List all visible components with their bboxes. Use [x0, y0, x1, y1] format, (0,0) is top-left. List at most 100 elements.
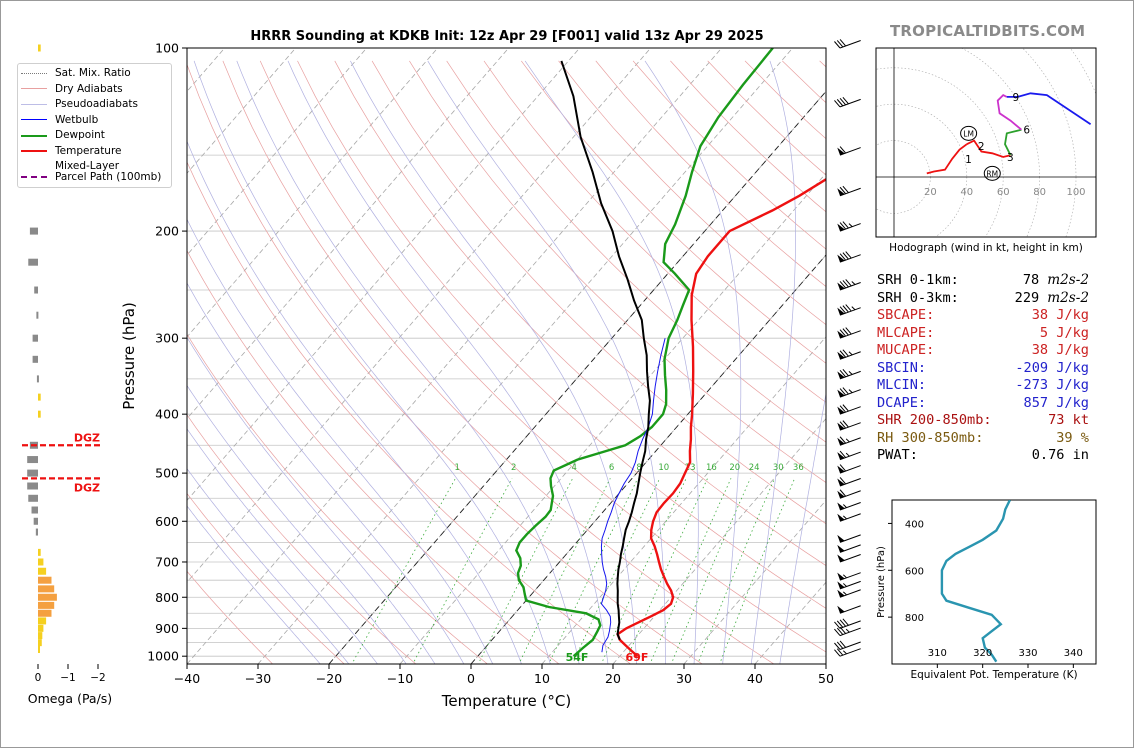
dry-adiabat-line [259, 60, 826, 653]
theta-e-inner [940, 500, 1011, 663]
wind-barb [837, 420, 861, 431]
dry-adiabat-line [187, 333, 488, 664]
wind-barb [837, 464, 861, 474]
wind-barb-full [836, 99, 844, 107]
moist-adiabat-line [187, 336, 436, 664]
omega-bar [38, 632, 43, 640]
wind-barb-flag [837, 282, 845, 290]
parameter-value: 38 J/kg [1031, 342, 1089, 358]
wind-barb [837, 279, 861, 291]
y-tick-label: 600 [155, 514, 179, 529]
wind-barb [834, 648, 861, 657]
dry-adiabat-line [483, 60, 826, 403]
parameter-unit: m2s-2 [1047, 289, 1089, 306]
wind-barb-shaft [839, 282, 861, 291]
wind-barb-full [842, 404, 849, 412]
dry-adiabat-line [187, 249, 560, 664]
y-tick-label: 400 [155, 407, 179, 422]
mixing-ratio-label: 20 [729, 463, 740, 473]
dry-adiabat-line [222, 60, 775, 664]
mixing-ratio-line [477, 478, 574, 664]
omega-bar [38, 639, 42, 647]
isotherm-line [187, 48, 651, 583]
x-tick-label: 30 [676, 671, 692, 686]
wind-barb-shaft [839, 147, 861, 156]
hodo-tick-label: 100 [1066, 187, 1085, 198]
chart-title: HRRR Sounding at KDKB Init: 12z Apr 29 [… [250, 29, 763, 44]
storm-motion-label: LM [963, 129, 974, 138]
legend-label: Wetbulb [55, 113, 99, 126]
legend-label: Temperature [55, 144, 122, 157]
wind-barb [837, 369, 861, 380]
wind-barb-flag [837, 147, 845, 156]
wind-barb-full [842, 420, 849, 428]
hodo-height-label: 1 [965, 154, 972, 166]
wind-barb-shaft [839, 406, 861, 415]
wind-barb-full [845, 279, 852, 287]
wind-barb-full [839, 39, 847, 47]
parameter-label: MUCAPE: [877, 342, 935, 358]
legend-swatch [21, 100, 47, 110]
wind-barb-flag [837, 307, 845, 316]
dry-adiabat-line [187, 492, 345, 664]
parameter-label: SRH 0-1km: [877, 272, 959, 288]
mixing-ratio-label: 30 [773, 463, 784, 473]
wind-barb [837, 589, 861, 598]
hodo-height-label: 9 [1012, 92, 1019, 104]
isotherm-line [187, 48, 722, 664]
wind-barb [837, 513, 861, 522]
wind-barb-full [842, 305, 849, 313]
wind-barb-flag [837, 452, 845, 460]
wind-barb-full [842, 387, 849, 395]
wind-barb [837, 349, 861, 360]
omega-bar [38, 617, 47, 625]
wind-barb [837, 221, 861, 232]
wind-barb-shaft [839, 451, 861, 461]
legend-label: Mixed-Layer Parcel Path (100mb) [55, 160, 162, 183]
wind-barb-full [839, 489, 847, 497]
storm-motion-marker [983, 165, 1001, 181]
wind-barb-shaft [839, 465, 861, 474]
wind-barb-full [836, 620, 844, 628]
omega-bar [38, 567, 47, 575]
wind-barb-half [842, 504, 847, 508]
wind-barb-half [848, 371, 853, 375]
omega-bar [38, 548, 41, 556]
parameter-value: 78 [1022, 272, 1040, 288]
moist-adiabat-line [427, 60, 666, 664]
legend-label: Pseudoadiabats [55, 98, 138, 110]
legend-entry: Wetbulb [21, 113, 99, 126]
wind-barb-shaft [839, 389, 861, 398]
minus20-isotherm-line [328, 90, 826, 664]
wind-barb-full [845, 304, 852, 312]
y-tick-label: 900 [155, 621, 179, 636]
parameter-value: 38 J/kg [1031, 307, 1089, 323]
dry-adiabat-line [409, 60, 826, 483]
wind-barb-full [839, 464, 847, 472]
wind-barb-full [845, 251, 852, 259]
hodo-tick-label: 80 [1033, 187, 1046, 198]
wind-barb [834, 97, 861, 108]
legend-entry: Dry Adiabats [21, 83, 123, 95]
parameter-value: -209 J/kg [1015, 359, 1089, 376]
theta-e-panel: 310 320 330 340 400 600 800 Equivalent Pot. Tem… [876, 499, 1097, 681]
omega-bar [32, 334, 38, 342]
wind-barb-full [839, 146, 847, 154]
y-tick-label: 200 [155, 224, 179, 239]
parameter-value: 857 J/kg [1023, 394, 1089, 411]
wind-barb-full [839, 306, 847, 314]
y-axis-label: Pressure (hPa) [120, 302, 138, 410]
wind-barb [837, 146, 861, 156]
wind-barb-flag [837, 406, 845, 415]
wind-barb-full [839, 253, 847, 261]
isotherm-line [257, 48, 793, 664]
parameter-label: SBCAPE: [877, 307, 935, 323]
wind-barb-full [839, 436, 847, 444]
wind-barb-flag [837, 513, 845, 522]
parameter-unit: m2s-2 [1047, 272, 1089, 288]
parameter-row: RH 300-850mb: 39 % [877, 430, 1089, 448]
mixing-ratio-label: 8 [636, 463, 641, 473]
x-tick-label: −20 [316, 671, 342, 686]
wind-barb-flag [837, 502, 845, 510]
wind-barb-full [842, 97, 849, 105]
